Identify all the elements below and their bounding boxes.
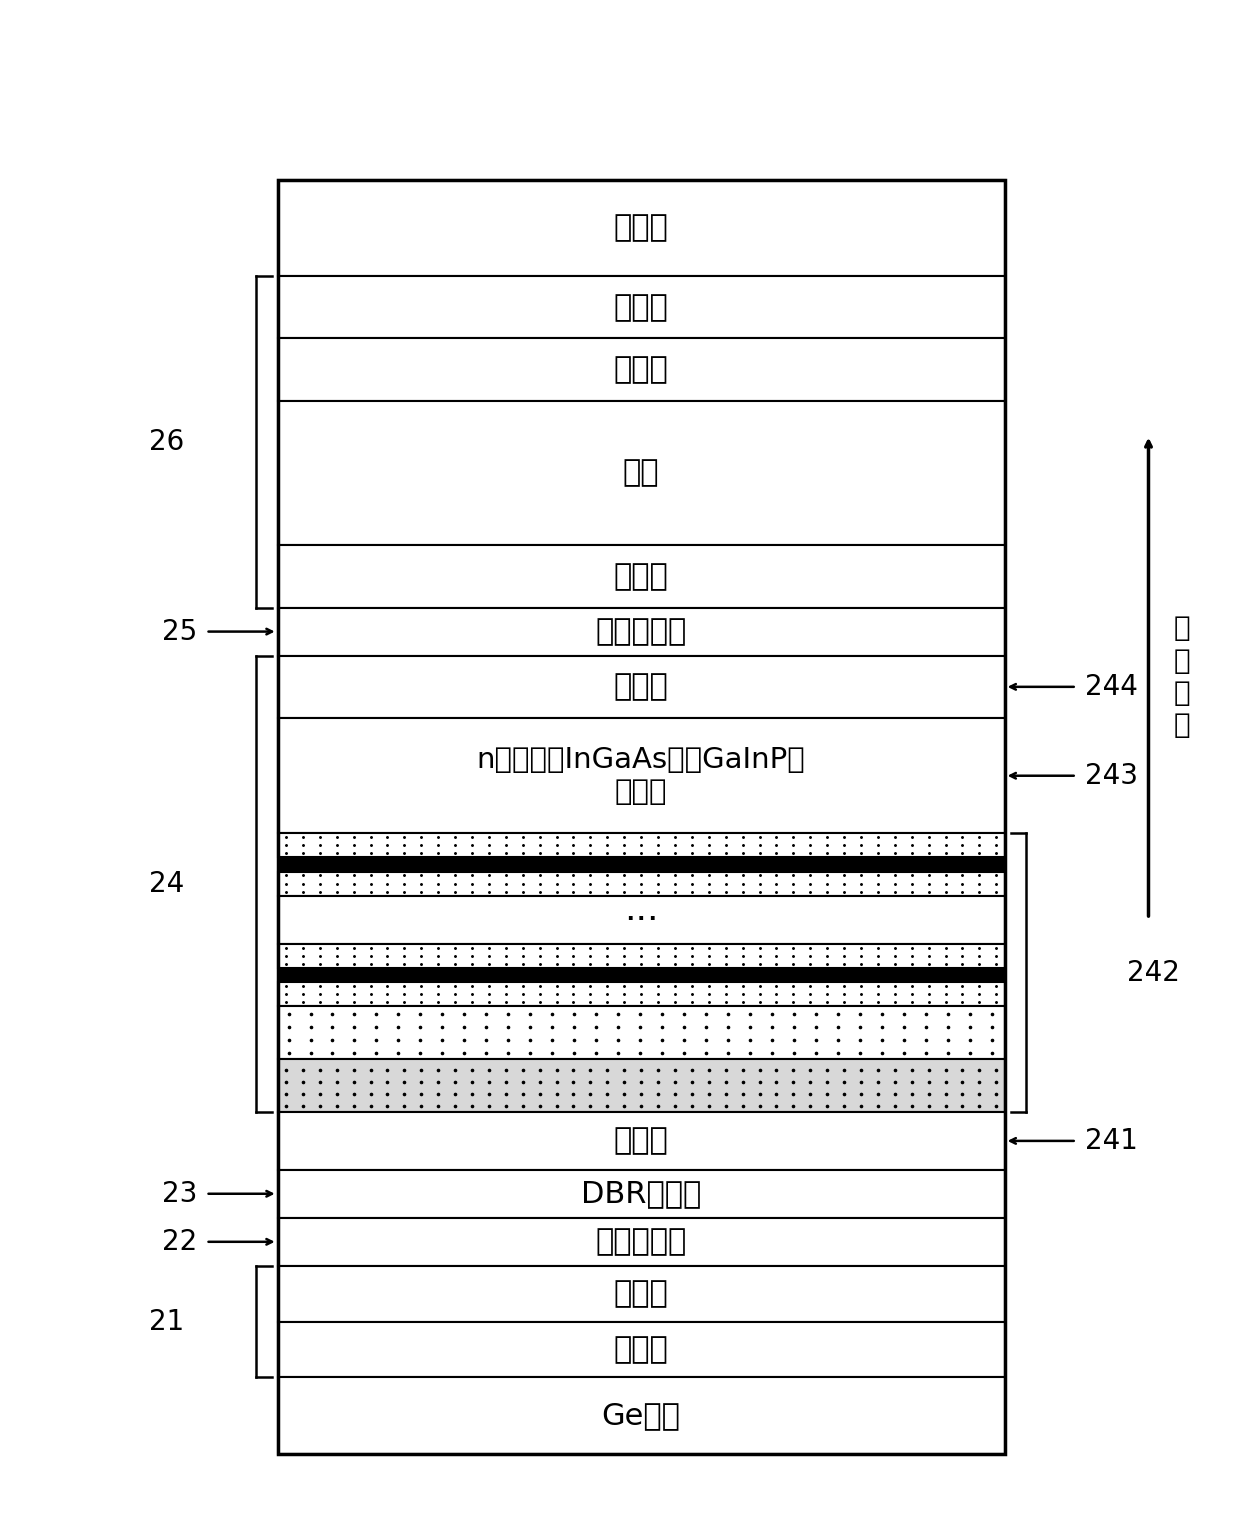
Bar bbox=[278, 1060, 1004, 1112]
Bar bbox=[278, 1378, 1004, 1453]
Text: 发射区: 发射区 bbox=[614, 1335, 668, 1364]
Bar bbox=[278, 401, 1004, 544]
Bar bbox=[278, 608, 1004, 655]
Bar bbox=[278, 1112, 1004, 1170]
Bar bbox=[278, 857, 1004, 872]
Text: 23: 23 bbox=[162, 1180, 197, 1207]
Text: 第二隧穿结: 第二隧穿结 bbox=[595, 617, 687, 646]
Text: 生
长
方
向: 生 长 方 向 bbox=[1174, 614, 1190, 740]
Text: 背场层: 背场层 bbox=[614, 561, 668, 591]
Bar bbox=[278, 834, 1004, 857]
Bar bbox=[278, 1321, 1004, 1378]
Bar bbox=[278, 275, 1004, 338]
Bar bbox=[278, 983, 1004, 1006]
Bar bbox=[278, 1006, 1004, 1060]
Text: 第一隧穿结: 第一隧穿结 bbox=[595, 1227, 687, 1257]
Text: 接触层: 接触层 bbox=[614, 214, 668, 243]
Bar bbox=[278, 180, 1004, 275]
Bar bbox=[278, 180, 1004, 1453]
Text: 25: 25 bbox=[162, 618, 197, 646]
Text: 244: 244 bbox=[1085, 672, 1138, 701]
Text: 背场层: 背场层 bbox=[614, 1126, 668, 1155]
Text: 21: 21 bbox=[149, 1307, 185, 1335]
Bar bbox=[278, 895, 1004, 944]
Text: 窗口层: 窗口层 bbox=[614, 292, 668, 321]
Text: n型掺杂的InGaAs层或GaInP层
发射区: n型掺杂的InGaAs层或GaInP层 发射区 bbox=[476, 746, 806, 806]
Bar bbox=[278, 544, 1004, 608]
Text: 成核区: 成核区 bbox=[614, 1280, 668, 1309]
Text: 241: 241 bbox=[1085, 1127, 1138, 1155]
Bar bbox=[278, 1266, 1004, 1321]
Text: 24: 24 bbox=[149, 871, 185, 898]
Text: 242: 242 bbox=[1127, 958, 1180, 987]
Text: 22: 22 bbox=[162, 1227, 197, 1257]
Text: 26: 26 bbox=[149, 428, 185, 455]
Text: 243: 243 bbox=[1085, 761, 1138, 789]
Bar bbox=[278, 944, 1004, 967]
Bar bbox=[278, 872, 1004, 895]
Bar bbox=[278, 718, 1004, 834]
Bar bbox=[278, 655, 1004, 718]
Bar bbox=[278, 338, 1004, 401]
Bar bbox=[278, 1170, 1004, 1218]
Text: 窗口层: 窗口层 bbox=[614, 672, 668, 701]
Bar bbox=[278, 967, 1004, 983]
Bar bbox=[278, 1218, 1004, 1266]
Text: Ge衬底: Ge衬底 bbox=[601, 1401, 681, 1430]
Text: DBR反射层: DBR反射层 bbox=[582, 1180, 702, 1209]
Text: ···: ··· bbox=[624, 903, 658, 937]
Text: 基区: 基区 bbox=[622, 458, 660, 488]
Text: 发射区: 发射区 bbox=[614, 355, 668, 384]
